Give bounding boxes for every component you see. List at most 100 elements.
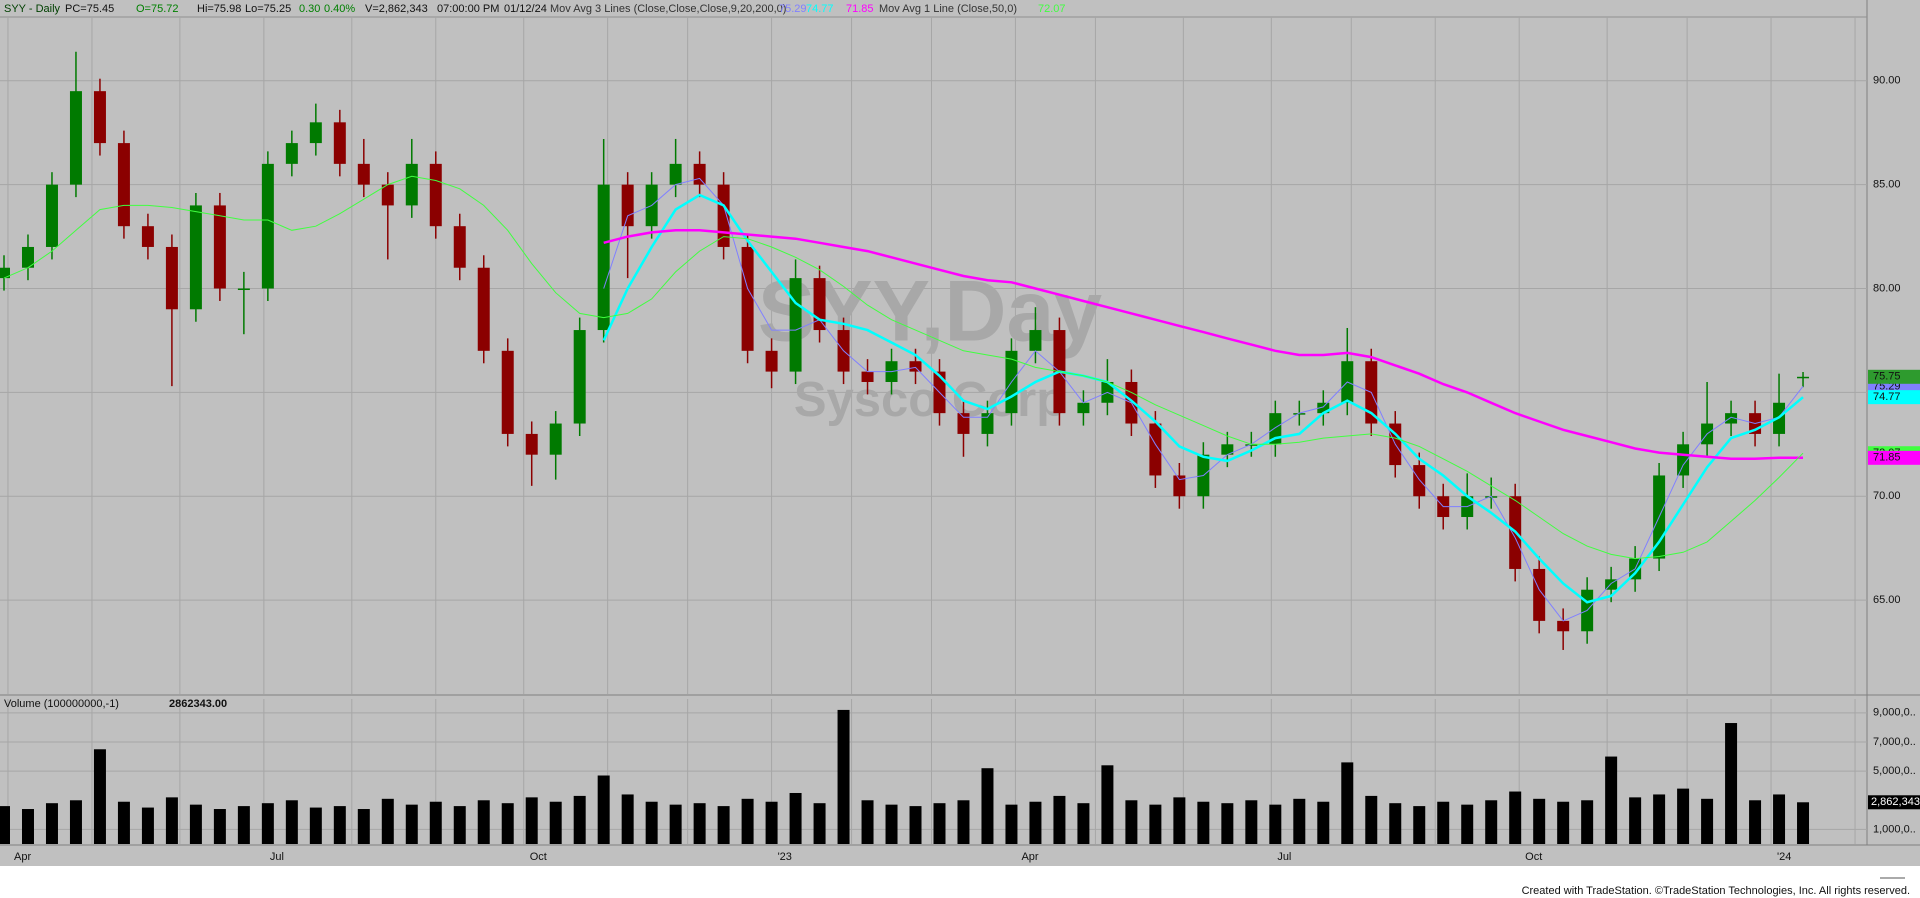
x-tick-label: Jul: [1277, 851, 1291, 863]
ma3-label: Mov Avg 3 Lines (Close,Close,Close,9,20,…: [550, 3, 786, 15]
volume-bar: [1509, 791, 1522, 844]
volume-bar: [1797, 802, 1810, 844]
volume-bar: [1005, 804, 1018, 844]
volume-bar: [69, 800, 82, 844]
volume-bar: [1197, 801, 1210, 844]
x-tick-label: Apr: [1021, 851, 1038, 863]
y-tick-label: 9,000,0..: [1873, 707, 1916, 719]
x-tick-label: Apr: [14, 851, 31, 863]
candle-body: [477, 267, 490, 351]
candle-body: [237, 288, 250, 291]
high: Hi=75.98: [197, 3, 241, 15]
candle-body: [669, 163, 682, 185]
last-value-marker: [1868, 390, 1920, 405]
volume-bar: [1293, 798, 1306, 844]
volume-bar: [1029, 801, 1042, 844]
time: 07:00:00 PM: [437, 3, 499, 15]
candle-body: [1605, 579, 1618, 590]
volume-bar: [1653, 794, 1666, 844]
candle-body: [93, 91, 106, 144]
candle-body: [261, 163, 274, 289]
volume-bar: [1557, 801, 1570, 844]
volume-bar: [1317, 801, 1330, 844]
volume-bar: [1101, 765, 1114, 844]
volume-bar: [765, 801, 778, 844]
volume-bar: [1749, 800, 1762, 844]
y-tick-label: 5,000,0..: [1873, 765, 1916, 777]
candle-body: [813, 278, 826, 331]
footer-background: [0, 866, 1920, 898]
x-tick-label: '23: [778, 851, 792, 863]
volume-bar: [285, 800, 298, 844]
volume-bar: [669, 804, 682, 844]
volume-bar: [453, 806, 466, 844]
candle-body: [861, 371, 874, 382]
volume-bar: [1461, 804, 1474, 844]
volume-bar: [957, 800, 970, 844]
last-value-label: 74.77: [1873, 391, 1901, 403]
candle-body: [69, 91, 82, 185]
volume-bar: [1677, 788, 1690, 844]
candle-body: [1413, 465, 1426, 497]
volume-bar: [1125, 800, 1138, 844]
volume-bar: [1389, 803, 1402, 844]
volume-bar: [45, 803, 58, 844]
open: O=75.72: [136, 3, 179, 15]
candle-body: [213, 205, 226, 289]
candle-body: [1725, 413, 1738, 424]
candle-body: [1149, 423, 1162, 476]
prev-close: PC=75.45: [65, 3, 114, 15]
candle-body: [1533, 568, 1546, 621]
candle-body: [693, 163, 706, 185]
y-tick-label: 80.00: [1873, 282, 1901, 294]
candle-body: [1317, 402, 1330, 414]
footer: Created with TradeStation. ©TradeStation…: [1522, 885, 1910, 897]
volume-bar: [405, 804, 418, 844]
volume-header-value: 2862343.00: [169, 698, 227, 710]
ma20-value: 74.77: [806, 3, 834, 15]
low: Lo=75.25: [245, 3, 291, 15]
volume-bar: [1365, 795, 1378, 844]
last-price-marker: [1868, 369, 1920, 384]
volume-bar: [237, 806, 250, 844]
x-tick-label: Oct: [530, 851, 547, 863]
volume-bar: [141, 807, 154, 844]
moving-average-line: [3, 175, 1804, 560]
candle-body: [981, 413, 994, 434]
candle-body: [525, 433, 538, 455]
volume-bar: [1437, 801, 1450, 844]
volume-bar: [501, 803, 514, 844]
volume-bar: [165, 797, 178, 844]
candle-body: [0, 267, 10, 279]
volume-bar: [885, 804, 898, 844]
volume-bar: [1581, 800, 1594, 844]
change: 0.30: [299, 3, 320, 15]
candle-body: [285, 143, 298, 164]
candle-body: [1029, 330, 1042, 351]
volume-bar: [333, 806, 346, 844]
candle-body: [333, 122, 346, 164]
candle-body: [621, 184, 634, 227]
candle-body: [1077, 402, 1090, 414]
volume-bar: [525, 797, 538, 844]
volume-bar: [1605, 756, 1618, 844]
volume-bar: [981, 768, 994, 844]
candle-body: [741, 246, 754, 351]
volume-bar: [909, 806, 922, 844]
moving-average-line: [602, 193, 1804, 604]
axes: AprJulOct'23AprJulOct'2465.0070.0075.008…: [14, 75, 1920, 863]
volume-bar: [573, 795, 586, 844]
volume-bar: [1221, 803, 1234, 844]
y-tick-label: 65.00: [1873, 594, 1901, 606]
volume-bar: [1725, 723, 1738, 844]
x-tick-label: '24: [1777, 851, 1791, 863]
volume: V=2,862,343: [365, 3, 428, 15]
volume-bar: [1149, 804, 1162, 844]
volume-bar: [1701, 798, 1714, 844]
candle-body: [309, 122, 322, 144]
last-price-label: 75.75: [1873, 371, 1901, 383]
candle-body: [549, 423, 562, 455]
ma1-label: Mov Avg 1 Line (Close,50,0): [879, 3, 1017, 15]
y-tick-label: 1,000,0..: [1873, 823, 1916, 835]
